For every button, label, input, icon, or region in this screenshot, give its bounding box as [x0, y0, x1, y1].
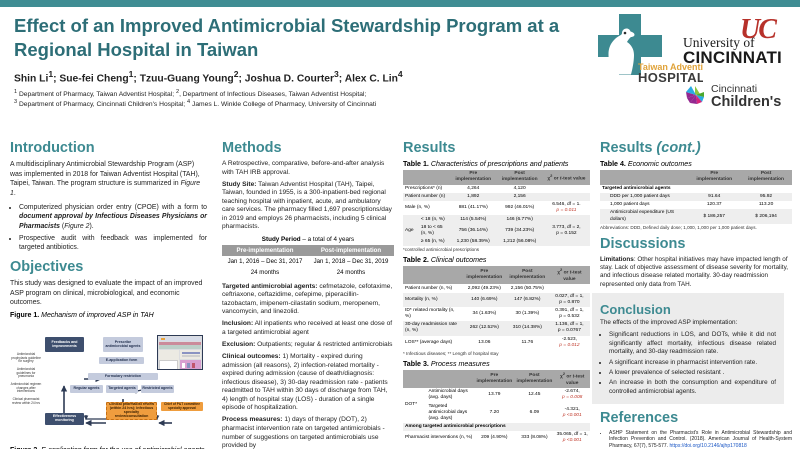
- svg-text:Children's: Children's: [711, 94, 781, 110]
- svg-text:UC: UC: [740, 14, 777, 45]
- svg-text:CINCINNATI: CINCINNATI: [683, 48, 782, 66]
